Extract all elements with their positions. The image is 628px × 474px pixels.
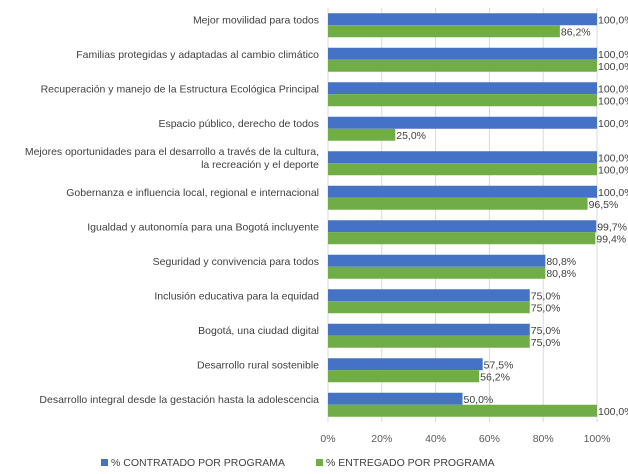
bar-contratado (328, 185, 597, 198)
bars (328, 13, 597, 417)
bar-contratado (328, 151, 597, 164)
category-label: Recuperación y manejo de la Estructura E… (41, 83, 319, 95)
category-label: Seguridad y convivencia para todos (153, 256, 319, 268)
bar-entregado (328, 59, 597, 72)
value-label-entregado: 56,2% (480, 371, 510, 383)
value-label-contratado: 50,0% (464, 394, 494, 406)
bar-contratado (328, 47, 597, 60)
category-label: Espacio público, derecho de todos (158, 118, 319, 130)
x-tick-label: 40% (425, 433, 446, 445)
value-label-entregado: 100,0% (598, 406, 628, 418)
bar-contratado (328, 220, 597, 233)
bar-contratado (328, 323, 530, 336)
bar-contratado (328, 82, 597, 95)
value-label-entregado: 75,0% (531, 302, 561, 314)
bar-entregado (328, 94, 597, 107)
value-label-entregado: 75,0% (531, 337, 561, 349)
value-label-contratado: 57,5% (484, 359, 514, 371)
value-label-contratado: 99,7% (597, 221, 627, 233)
category-label: Igualdad y autonomía para una Bogotá inc… (87, 221, 319, 233)
category-label: Desarrollo rural sostenible (197, 359, 319, 371)
bar-contratado (328, 116, 597, 129)
legend-label-contratado: % CONTRATADO POR PROGRAMA (111, 457, 285, 469)
x-tick-label: 100% (584, 433, 611, 445)
legend: % CONTRATADO POR PROGRAMA % ENTREGADO POR… (101, 457, 495, 469)
x-tick-label: 0% (320, 433, 335, 445)
value-label-contratado: 75,0% (531, 290, 561, 302)
bar-entregado (328, 301, 530, 314)
legend-swatch-contratado (101, 459, 108, 466)
category-label: Familias protegidas y adaptadas al cambi… (76, 49, 319, 61)
category-label: Bogotá, una ciudad digital (198, 325, 319, 337)
x-tick-label: 60% (479, 433, 500, 445)
category-label: Inclusión educativa para la equidad (154, 290, 319, 302)
value-label-entregado: 96,5% (589, 199, 619, 211)
bar-entregado (328, 197, 588, 210)
bar-entregado (328, 404, 597, 417)
bar-contratado (328, 289, 530, 302)
x-tick-label: 20% (371, 433, 392, 445)
x-tick-label: 80% (533, 433, 554, 445)
value-label-entregado: 100,0% (598, 61, 628, 73)
value-label-entregado: 99,4% (596, 233, 626, 245)
category-label: Desarrollo integral desde la gestación h… (39, 394, 319, 406)
bar-contratado (328, 358, 483, 371)
bar-entregado (328, 128, 396, 141)
bar-entregado (328, 335, 530, 348)
value-labels: 100,0%86,2%100,0%100,0%100,0%100,0%100,0… (396, 14, 628, 418)
category-labels: Mejor movilidad para todos Familias prote… (25, 14, 319, 406)
value-label-contratado: 100,0% (598, 14, 628, 26)
gridlines (327, 8, 598, 422)
value-label-contratado: 100,0% (598, 187, 628, 199)
category-label: Gobernanza e influencia local, regional … (66, 187, 319, 199)
value-label-entregado: 25,0% (396, 130, 426, 142)
value-label-entregado: 86,2% (561, 26, 591, 38)
bar-contratado (328, 13, 597, 26)
bar-entregado (328, 370, 480, 383)
category-label: Mejores oportunidades para el desarrollo… (25, 146, 319, 171)
bar-contratado (328, 392, 463, 405)
value-label-entregado: 80,8% (546, 268, 576, 280)
value-label-contratado: 100,0% (598, 83, 628, 95)
value-label-entregado: 100,0% (598, 95, 628, 107)
x-axis-ticks: 0% 20% 40% 60% 80% 100% (320, 433, 610, 445)
bar-entregado (328, 232, 596, 245)
value-label-entregado: 100,0% (598, 164, 628, 176)
bar-contratado (328, 254, 546, 267)
value-label-contratado: 75,0% (531, 325, 561, 337)
value-label-contratado: 100,0% (598, 152, 628, 164)
legend-swatch-entregado (316, 459, 323, 466)
bar-entregado (328, 25, 560, 38)
category-label: Mejor movilidad para todos (193, 14, 319, 26)
value-label-contratado: 100,0% (598, 49, 628, 61)
bar-entregado (328, 163, 597, 176)
value-label-contratado: 80,8% (546, 256, 576, 268)
legend-label-entregado: % ENTREGADO POR PROGRAMA (326, 457, 495, 469)
bar-entregado (328, 266, 546, 279)
value-label-contratado: 100,0% (598, 118, 628, 130)
